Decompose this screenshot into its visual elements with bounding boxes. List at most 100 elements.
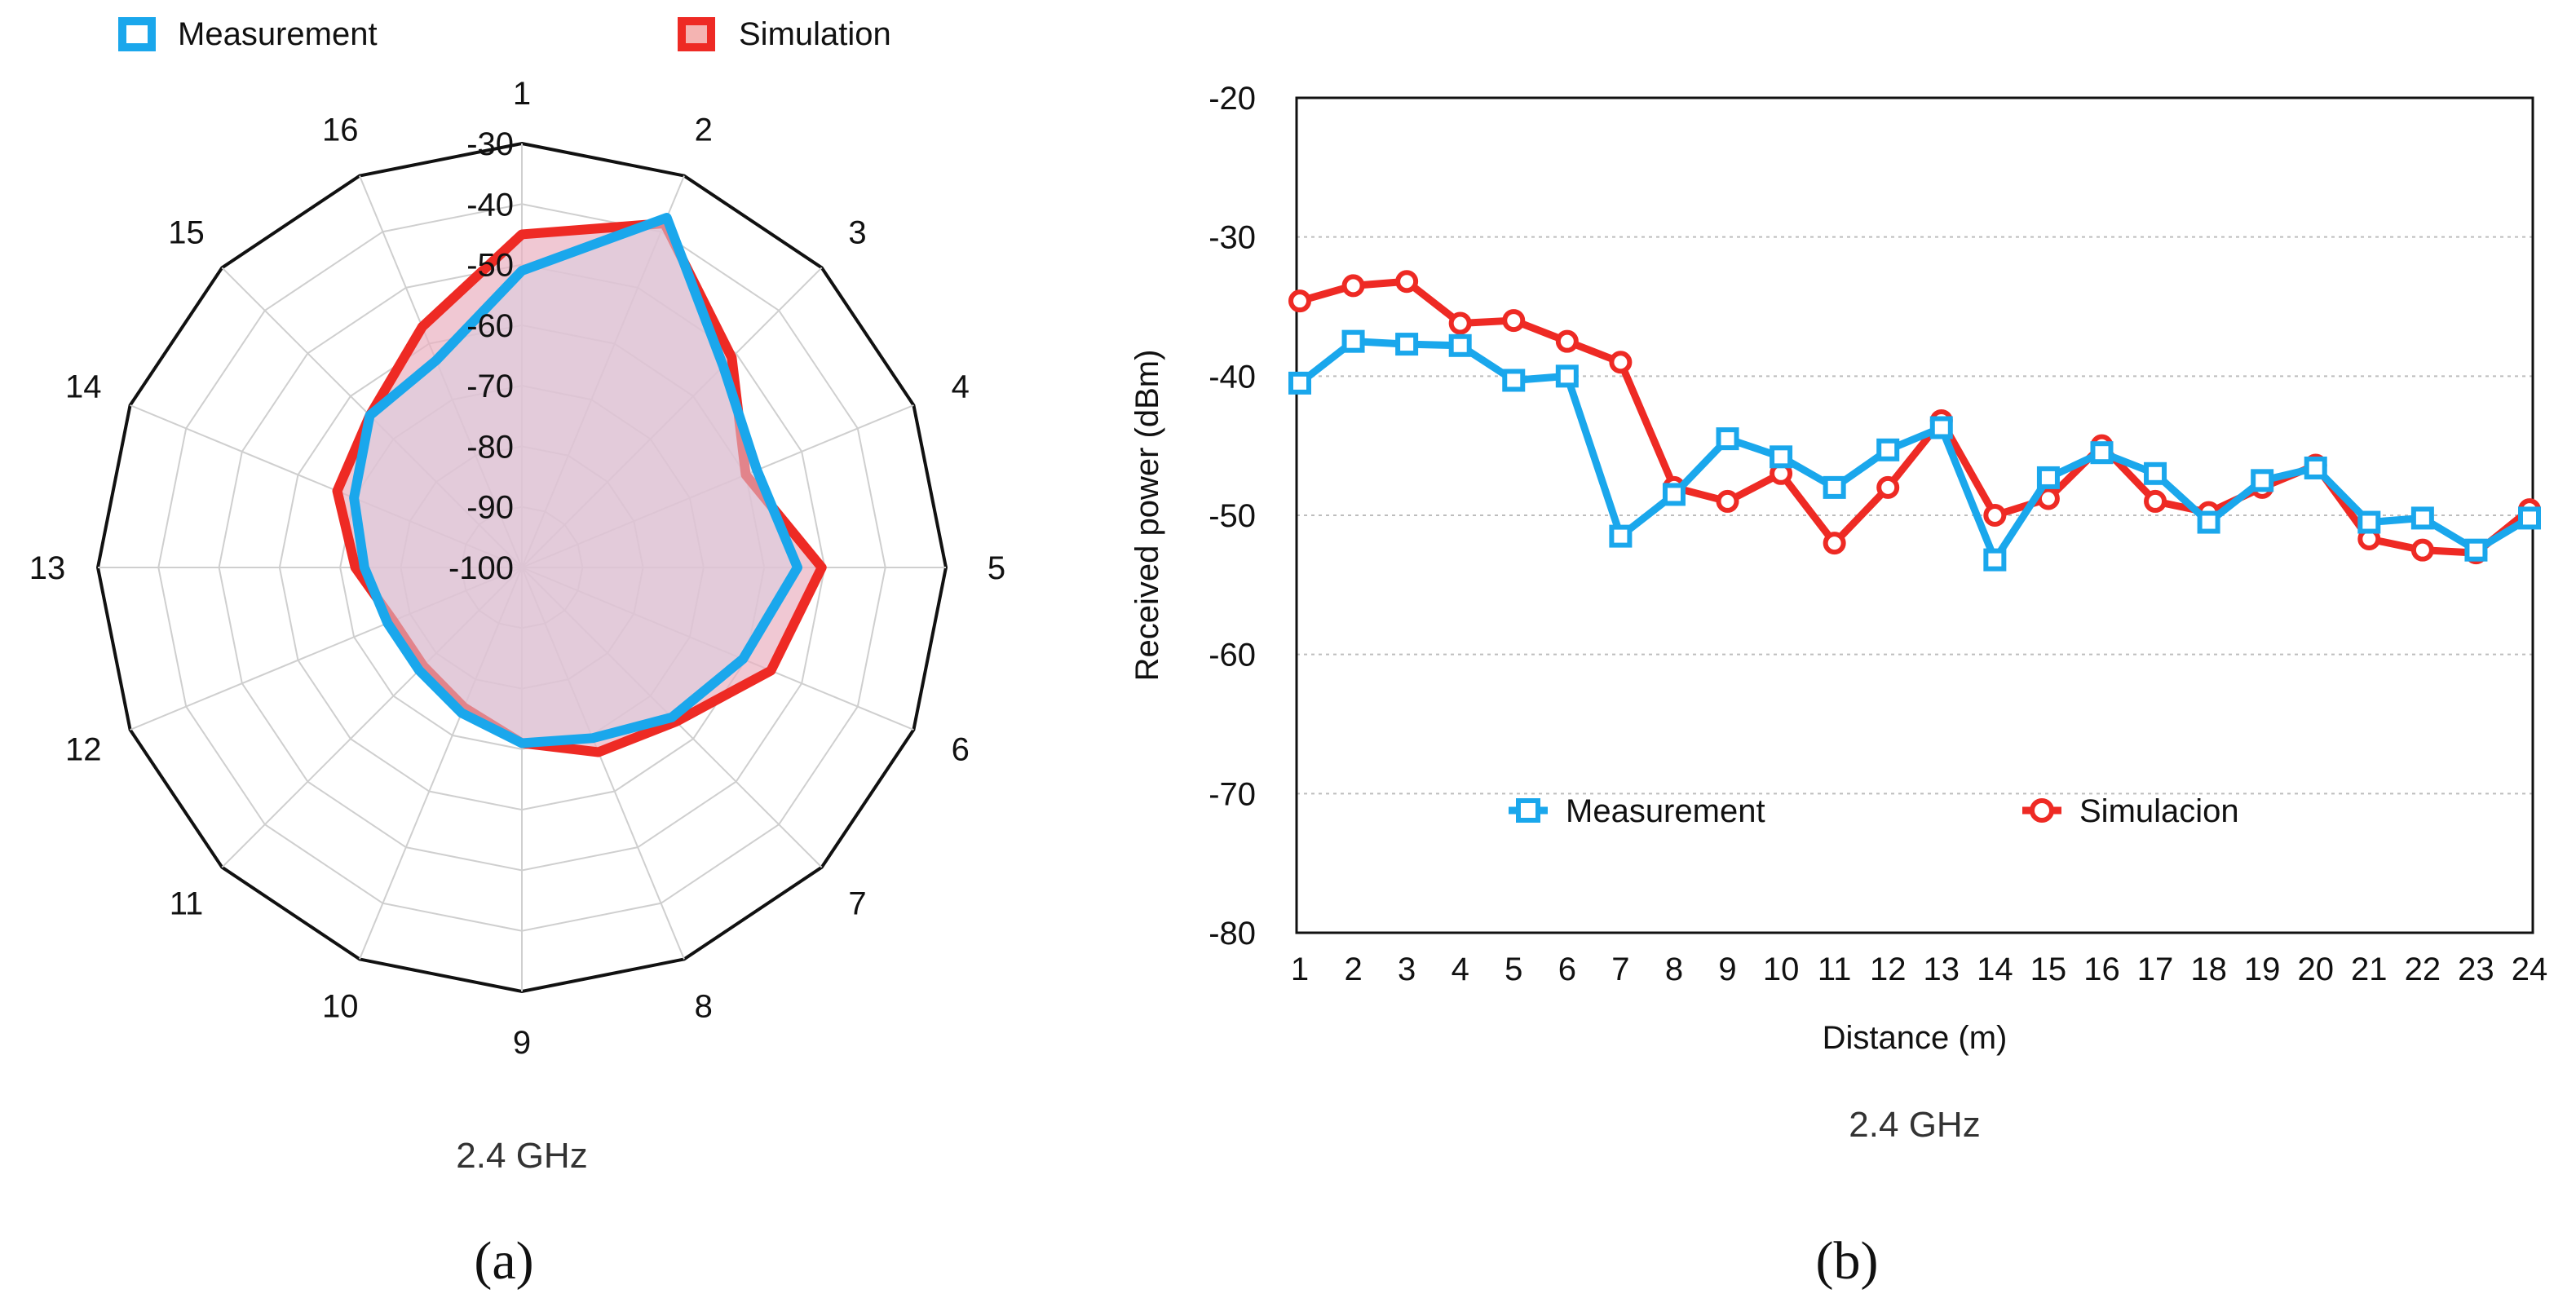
point-measurement xyxy=(1929,416,1953,439)
radar-category-label: 4 xyxy=(952,369,970,404)
radar-tick-labels: -30 -40 -50 -60 -70 -80 -90 -100 xyxy=(448,126,514,586)
point-simulacion xyxy=(1288,289,1311,313)
x-tick-label: 23 xyxy=(2458,952,2494,987)
point-measurement xyxy=(1662,483,1686,506)
point-simulacion xyxy=(1716,489,1739,513)
x-tick-label: 7 xyxy=(1611,952,1629,987)
point-simulacion xyxy=(1823,532,1846,555)
radar-series-measurement xyxy=(349,213,802,748)
radar-category-label: 8 xyxy=(695,989,713,1025)
x-tick-label: 1 xyxy=(1291,952,1309,987)
radar-category-label: 16 xyxy=(322,112,359,148)
point-measurement xyxy=(1502,369,1526,392)
radar-tick-label: -30 xyxy=(466,126,514,162)
line-legend: Measurement Simulacion xyxy=(1509,793,2239,829)
radar-category-label: 10 xyxy=(322,989,359,1025)
line-series-layer xyxy=(1288,270,2541,572)
x-tick-label: 21 xyxy=(2351,952,2388,987)
point-measurement xyxy=(1448,333,1472,357)
point-measurement xyxy=(1609,524,1633,548)
point-simulacion xyxy=(1555,329,1579,353)
point-measurement xyxy=(1983,548,2007,572)
radar-category-label: 11 xyxy=(170,886,204,922)
radar-category-label: 2 xyxy=(695,112,713,148)
x-tick-label: 16 xyxy=(2083,952,2120,987)
legend-label-measurement: Measurement xyxy=(178,16,378,52)
x-tick-label: 24 xyxy=(2512,952,2548,987)
point-simulacion xyxy=(1502,309,1526,333)
point-measurement xyxy=(1770,445,1793,469)
radar-category-label: 14 xyxy=(65,369,102,404)
point-simulacion xyxy=(1609,351,1633,374)
x-tick-label: 15 xyxy=(2030,952,2067,987)
radar-tick-label: -100 xyxy=(448,550,514,586)
radar-chart-panel: Measurement Simulation -30 -40 -50 -60 -70 -8… xyxy=(29,16,1005,1291)
x-tick-label: 19 xyxy=(2244,952,2281,987)
radar-tick-label: -60 xyxy=(466,308,514,344)
line-caption: 2.4 GHz xyxy=(1849,1105,1980,1145)
radar-category-label: 9 xyxy=(513,1025,531,1061)
x-tick-label: 18 xyxy=(2190,952,2227,987)
x-tick-label: 5 xyxy=(1505,952,1522,987)
x-tick-label: 22 xyxy=(2405,952,2441,987)
x-tick-label: 8 xyxy=(1665,952,1683,987)
x-tick-label: 12 xyxy=(1870,952,1907,987)
point-measurement xyxy=(1341,329,1365,353)
radar-category-label: 12 xyxy=(65,732,102,768)
point-measurement xyxy=(1288,371,1311,395)
radar-category-label: 15 xyxy=(168,214,205,250)
line-gridlines xyxy=(1297,236,2533,795)
point-simulacion xyxy=(1876,475,1900,499)
radar-tick-label: -50 xyxy=(466,248,514,284)
legend-label-measurement-b: Measurement xyxy=(1566,793,1765,829)
x-tick-label: 20 xyxy=(2297,952,2334,987)
x-tick-label: 14 xyxy=(1977,952,2013,987)
y-tick-label: -60 xyxy=(1208,638,1256,673)
point-measurement xyxy=(2304,456,2327,479)
panel-label-a: (a) xyxy=(474,1231,533,1291)
radar-category-label: 6 xyxy=(952,732,970,768)
point-measurement xyxy=(2090,441,2114,465)
point-measurement xyxy=(2144,461,2167,485)
y-tick-labels: -20 -30 -40 -50 -60 -70 -80 xyxy=(1208,81,1256,952)
series-line-simulacion xyxy=(1298,277,2532,557)
x-tick-label: 4 xyxy=(1451,952,1469,987)
x-tick-label: 17 xyxy=(2137,952,2174,987)
point-simulacion xyxy=(1341,274,1365,298)
point-measurement xyxy=(1555,364,1579,388)
radar-category-label: 5 xyxy=(988,550,1005,586)
legend-marker-measurement xyxy=(1516,798,1540,823)
legend-label-simulation: Simulation xyxy=(739,16,891,52)
point-simulacion xyxy=(2410,538,2434,562)
x-tick-label: 9 xyxy=(1718,952,1736,987)
radar-caption: 2.4 GHz xyxy=(456,1136,587,1176)
point-simulacion xyxy=(2144,489,2167,513)
y-tick-label: -20 xyxy=(1208,81,1256,117)
legend-swatch-measurement xyxy=(118,17,156,51)
y-tick-label: -70 xyxy=(1208,776,1256,812)
radar-tick-label: -80 xyxy=(466,429,514,465)
radar-category-label: 3 xyxy=(848,214,866,250)
point-measurement xyxy=(2518,506,2541,530)
line-chart-panel: -20-30-40-50-60-70-80 1 2 3 4 5 6 7 8 9 10 11 12 13 1… xyxy=(1129,81,2547,1291)
x-tick-label: 11 xyxy=(1818,952,1852,987)
x-tick-label: 2 xyxy=(1344,952,1362,987)
point-measurement xyxy=(2464,538,2488,562)
point-simulacion xyxy=(1983,504,2007,527)
x-tick-labels: 1 2 3 4 5 6 7 8 9 10 11 12 13 14 15 16 17 18 19 20 21 22 23 24 xyxy=(1291,952,2547,987)
radar-category-label: 13 xyxy=(29,550,66,586)
point-measurement xyxy=(1395,333,1419,356)
point-measurement xyxy=(2251,469,2274,492)
radar-series-layer xyxy=(332,213,827,757)
radar-tick-label: -70 xyxy=(466,369,514,404)
x-tick-label: 3 xyxy=(1398,952,1416,987)
y-tick-label: -80 xyxy=(1208,916,1256,952)
y-tick-label: -40 xyxy=(1208,359,1256,395)
radar-category-label: 7 xyxy=(848,886,866,922)
radar-legend: Measurement Simulation xyxy=(118,16,891,52)
legend-label-simulacion: Simulacion xyxy=(2079,793,2239,829)
y-tick-label: -50 xyxy=(1208,498,1256,534)
radar-tick-label: -90 xyxy=(466,490,514,526)
